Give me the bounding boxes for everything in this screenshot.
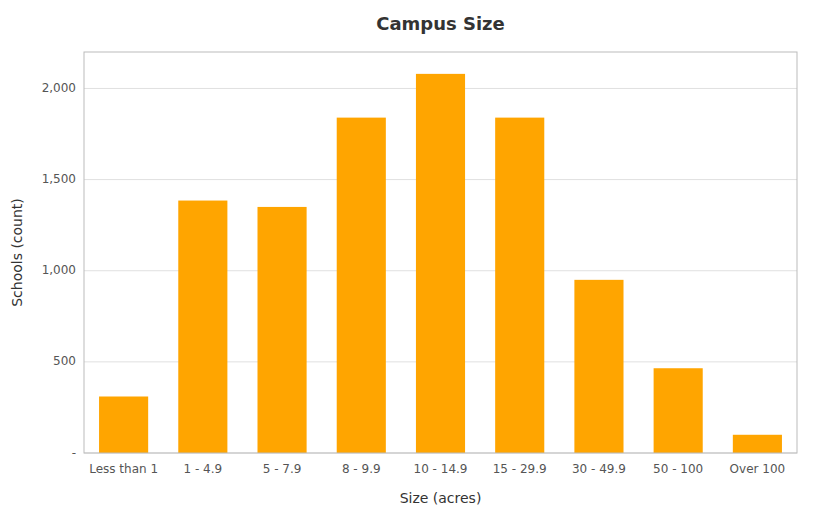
bar — [337, 118, 386, 453]
bar — [257, 207, 306, 453]
y-tick-label: 500 — [53, 354, 76, 368]
bars — [99, 74, 782, 453]
chart-svg: - 500 1,000 1,500 2,000 Less than 1 1 - 4.9 5 -… — [0, 0, 819, 525]
y-tick-label: 1,500 — [42, 172, 76, 186]
bar — [178, 201, 227, 453]
x-tick-label: Over 100 — [730, 462, 786, 476]
y-axis: - 500 1,000 1,500 2,000 — [42, 81, 76, 460]
x-tick-label: 10 - 14.9 — [414, 462, 468, 476]
y-tick-label: - — [72, 446, 76, 460]
x-tick-label: 15 - 29.9 — [493, 462, 547, 476]
x-tick-label: 8 - 9.9 — [342, 462, 381, 476]
x-tick-label: Less than 1 — [89, 462, 158, 476]
chart-container: - 500 1,000 1,500 2,000 Less than 1 1 - 4.9 5 -… — [0, 0, 819, 525]
x-tick-label: 30 - 49.9 — [572, 462, 626, 476]
x-axis: Less than 1 1 - 4.9 5 - 7.9 8 - 9.9 10 - 14.… — [89, 462, 785, 476]
bar — [495, 118, 544, 453]
page: {"chart_data": {"type": "bar", "title": … — [0, 0, 819, 525]
y-axis-label: Schools (count) — [9, 198, 25, 307]
bar — [99, 396, 148, 453]
bar — [574, 280, 623, 453]
bar — [733, 435, 782, 453]
x-tick-label: 1 - 4.9 — [183, 462, 222, 476]
x-tick-label: 5 - 7.9 — [263, 462, 302, 476]
x-tick-label: 50 - 100 — [653, 462, 703, 476]
title: Campus Size — [376, 13, 505, 34]
plot-frame — [84, 52, 797, 453]
y-tick-label: 2,000 — [42, 81, 76, 95]
bar — [416, 74, 465, 453]
y-tick-label: 1,000 — [42, 263, 76, 277]
bar — [654, 368, 703, 453]
x-axis-label: Size (acres) — [400, 490, 482, 506]
